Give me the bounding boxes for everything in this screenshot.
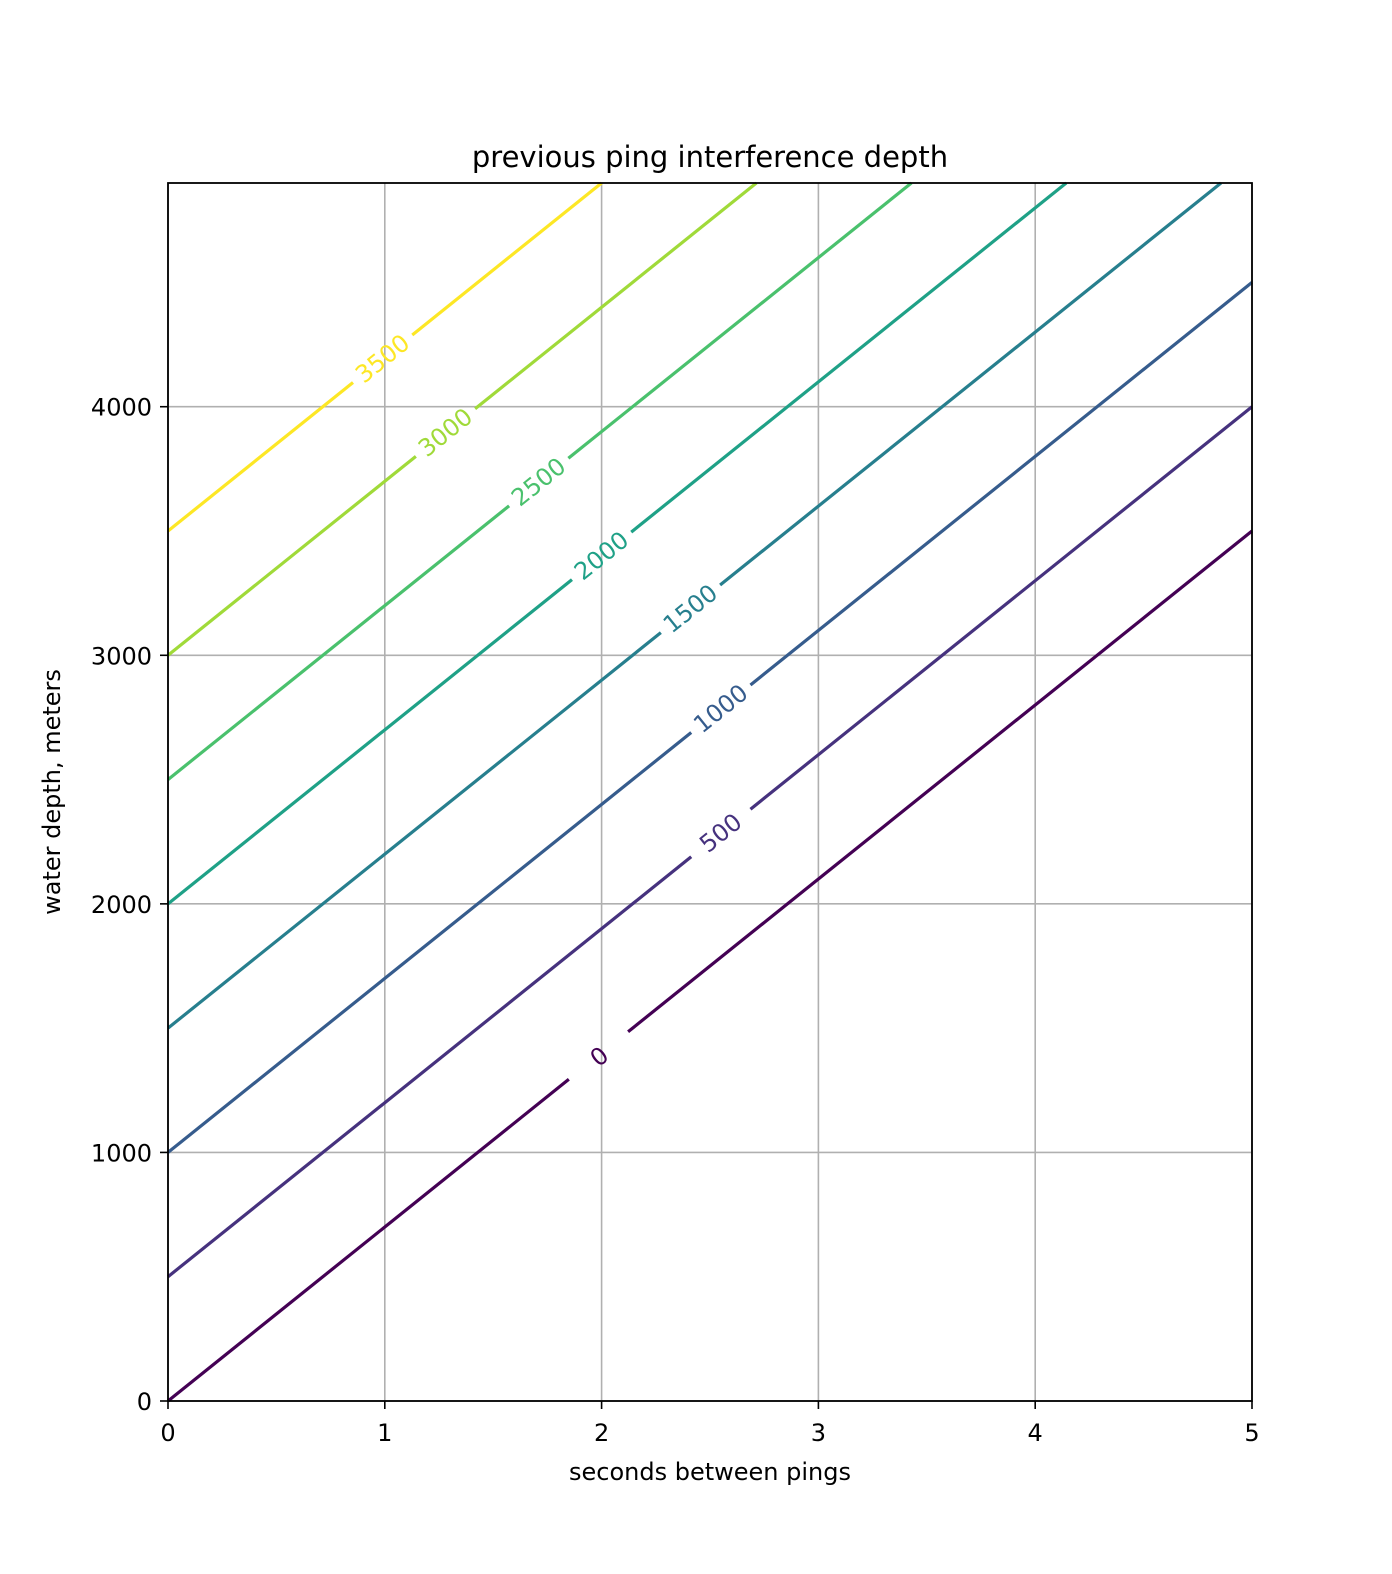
contour-line-1500: 1500: [166, 181, 1222, 1030]
contour-segment: [630, 181, 1068, 534]
contour-label-1000: 1000: [688, 679, 753, 739]
contour-segment: [411, 181, 603, 337]
y-axis-label: water depth, meters: [38, 669, 66, 915]
contour-segment: [166, 504, 511, 781]
contour-label-500: 500: [694, 808, 747, 859]
y-tick-label: 2000: [91, 891, 152, 919]
contour-label-3500: 3500: [350, 329, 415, 389]
contour-label-2500: 2500: [506, 452, 571, 512]
x-tick-label: 5: [1244, 1419, 1259, 1447]
x-tick-label: 0: [160, 1419, 175, 1447]
contour-line-1000: 1000: [166, 281, 1254, 1154]
x-tick-label: 1: [377, 1419, 392, 1447]
y-axis: 0 1000 2000 3000 4000: [91, 394, 168, 1416]
x-axis-label: seconds between pings: [569, 1458, 851, 1486]
contour-segment: [474, 181, 758, 411]
contour-line-500: 500: [166, 405, 1254, 1278]
contour-segment: [749, 281, 1254, 687]
y-tick-label: 0: [137, 1388, 152, 1416]
y-tick-label: 1000: [91, 1139, 152, 1167]
x-tick-label: 4: [1028, 1419, 1043, 1447]
plot-frame: [167, 182, 1253, 1402]
contour-label-0: 0: [585, 1041, 614, 1072]
contour-segment: [567, 181, 913, 460]
grid-lines: [167, 183, 1253, 1402]
contour-segment: [166, 855, 693, 1278]
contour-segment: [719, 181, 1222, 587]
contour-line-2000: 2000: [166, 181, 1068, 906]
x-tick-label: 3: [811, 1419, 826, 1447]
x-axis: 0 1 2 3 4 5: [160, 1401, 1260, 1447]
contour-line-0: 0: [166, 529, 1254, 1403]
contour-segment: [749, 405, 1254, 811]
contour-segment: [627, 529, 1254, 1033]
contour-line-3000: 3000: [166, 181, 758, 657]
contour-label-1500: 1500: [658, 579, 723, 639]
contour-segment: [166, 381, 354, 533]
contour-segment: [166, 1078, 570, 1403]
contour-segment: [166, 731, 693, 1154]
contour-segment: [166, 578, 573, 906]
contour-segment: [166, 455, 417, 657]
contour-label-3000: 3000: [413, 403, 478, 463]
chart-title: previous ping interference depth: [472, 140, 948, 174]
y-tick-label: 3000: [91, 642, 152, 670]
y-tick-label: 4000: [91, 394, 152, 422]
contour-line-2500: 2500: [166, 181, 913, 781]
contour-segment: [166, 631, 662, 1030]
x-tick-label: 2: [594, 1419, 609, 1447]
